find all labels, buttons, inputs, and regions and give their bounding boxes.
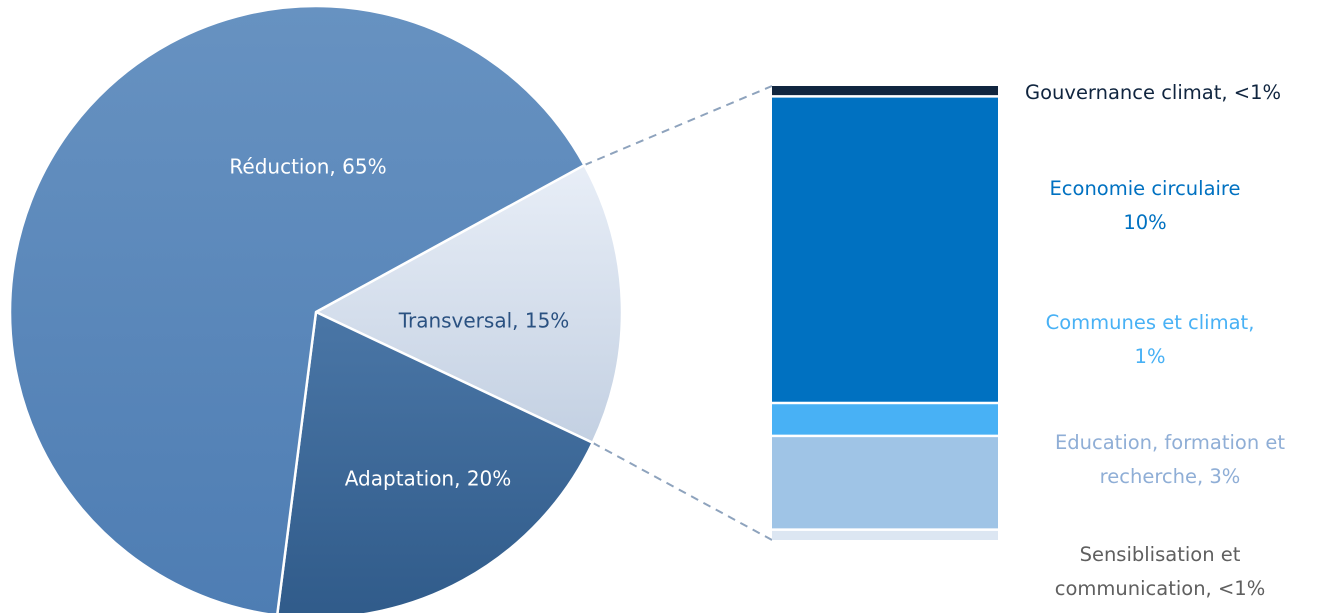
connector-line-top: [584, 85, 773, 166]
bar-label-line: 1%: [1134, 345, 1166, 368]
connector-lines: [584, 85, 773, 541]
bar-label-line: communication, <1%: [1054, 577, 1266, 600]
pie-slice-reduction: [8, 4, 586, 613]
bar-label-line: Sensiblisation et: [1079, 543, 1241, 566]
bar-segment-sensiblisation-et-communication: [772, 530, 998, 540]
bar-label-line: Communes et climat,: [1045, 311, 1255, 334]
pie-label-transversal: Transversal, 15%: [398, 309, 570, 333]
pie-slice-adaptation: [276, 310, 594, 613]
bar-label-communes-et-climat: Communes et climat, 1%: [1015, 306, 1285, 374]
bar-label-line: Education, formation et: [1054, 431, 1286, 454]
bar-label-line: recherche, 3%: [1099, 465, 1241, 488]
bar-label-economie-circulaire: Economie circulaire 10%: [1020, 172, 1270, 240]
bar-label-gouvernance-climat: Gouvernance climat, <1%: [1025, 76, 1329, 110]
pie-label-adaptation: Adaptation, 20%: [345, 467, 512, 491]
pie-chart: Transversal, 15% Adaptation, 20% Réduction…: [8, 4, 624, 613]
pie-label-reduction: Réduction, 65%: [229, 155, 386, 179]
bar-segment-gouvernance-climat: [772, 86, 998, 96]
bar-segment-education-formation-et-recherche: [772, 437, 998, 529]
bar-label-sensiblisation-et-communication: Sensiblisation et communication, <1%: [1015, 538, 1305, 606]
stacked-bar: [772, 86, 998, 540]
bar-label-education-formation-et-recherche: Education, formation et recherche, 3%: [1015, 426, 1325, 494]
connector-line-bottom: [592, 441, 773, 541]
pie-slice-transversal: [314, 163, 624, 445]
bar-label-line: Economie circulaire: [1049, 177, 1241, 200]
bar-label-line: 10%: [1123, 211, 1167, 234]
bar-segment-economie-circulaire: [772, 97, 998, 402]
bar-label-line: Gouvernance climat, <1%: [1025, 81, 1282, 104]
bar-segment-communes-et-climat: [772, 404, 998, 435]
